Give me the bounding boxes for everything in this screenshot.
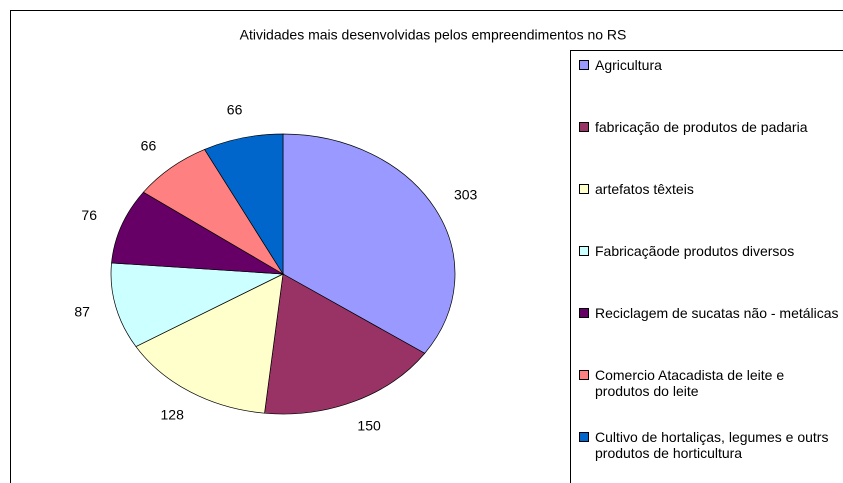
- pie-slice: [110, 262, 285, 348]
- data-label: 66: [227, 101, 243, 117]
- legend-label: Comercio Atacadista de leite e produtos …: [595, 367, 785, 399]
- legend-swatch: [579, 308, 589, 318]
- legend-swatch: [579, 370, 589, 380]
- legend-entry: Reciclagem de sucatas não - metálicas: [579, 305, 840, 321]
- data-label: 66: [141, 137, 157, 153]
- data-label: 76: [81, 207, 97, 223]
- pie-slice: [135, 273, 284, 414]
- legend-label: Cultivo de hortaliças, legumes e outrs p…: [595, 429, 829, 461]
- pie-slice: [282, 133, 456, 354]
- chart-frame: [10, 10, 843, 483]
- data-label: 303: [454, 187, 478, 203]
- legend-label: Agricultura: [595, 57, 662, 73]
- pie-slice: [111, 191, 284, 275]
- legend-label: Reciclagem de sucatas não - metálicas: [595, 305, 839, 321]
- legend-swatch: [579, 60, 589, 70]
- legend-entry: Fabricaçãode produtos diversos: [579, 243, 840, 259]
- chart-title: Atividades mais desenvolvidas pelos empr…: [240, 27, 627, 43]
- data-label: 87: [74, 304, 90, 320]
- pie-slice: [264, 273, 426, 415]
- legend-label: fabricação de produtos de padaria: [595, 119, 808, 135]
- legend-entry: fabricação de produtos de padaria: [579, 119, 840, 135]
- legend-swatch: [579, 432, 589, 442]
- data-label: 128: [161, 406, 185, 422]
- legend-label: artefatos têxteis: [595, 181, 694, 197]
- data-label: 150: [357, 417, 381, 433]
- legend: Agricultura fabricação de produtos de pad…: [570, 50, 843, 483]
- legend-swatch: [579, 246, 589, 256]
- legend-entry: Agricultura: [579, 57, 840, 73]
- legend-label: Fabricaçãode produtos diversos: [595, 243, 795, 259]
- legend-entry: Cultivo de hortaliças, legumes e outrs p…: [579, 429, 840, 461]
- legend-entry: artefatos têxteis: [579, 181, 840, 197]
- legend-swatch: [579, 184, 589, 194]
- legend-swatch: [579, 122, 589, 132]
- legend-entry: Comercio Atacadista de leite e produtos …: [579, 367, 840, 399]
- pie-slice: [204, 133, 284, 276]
